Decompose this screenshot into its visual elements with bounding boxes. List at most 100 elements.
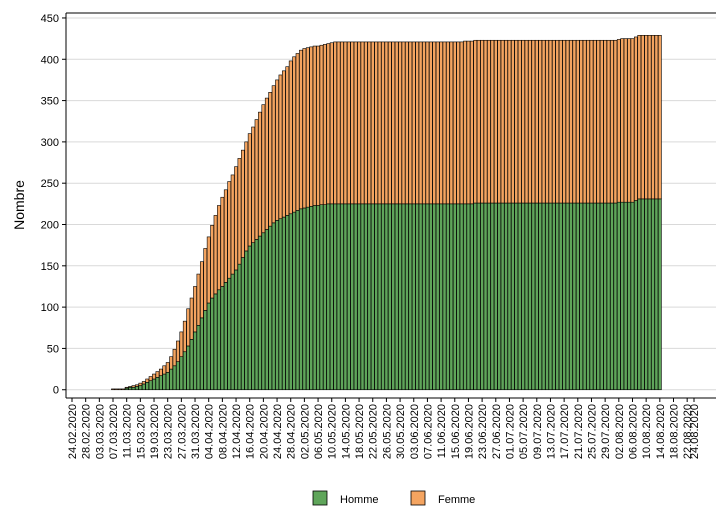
bar-segment [446, 41, 450, 205]
bar-segment [268, 92, 273, 227]
bar-segment [459, 203, 464, 391]
bar-segment [124, 386, 129, 389]
bar-segment [230, 273, 235, 391]
bar-segment [449, 203, 454, 391]
bar-segment [223, 282, 228, 391]
bar-segment [398, 203, 402, 391]
bar-segment [534, 202, 539, 391]
bar-segment [333, 203, 338, 391]
bar-segment [319, 44, 324, 205]
bar-segment [593, 202, 597, 391]
x-tick-label: 18.05.2020 [354, 404, 366, 459]
legend-swatch [410, 490, 426, 506]
bar-segment [466, 40, 471, 205]
bar-segment [651, 35, 655, 200]
bar-segment [497, 202, 502, 391]
bar-segment [203, 310, 208, 391]
bar-segment [234, 269, 238, 391]
bar-segment [360, 41, 365, 205]
bar-segment [309, 206, 314, 391]
bar-segment [288, 60, 293, 215]
bar-segment [517, 202, 522, 391]
x-tick-label: 10.08.2020 [641, 404, 653, 459]
x-tick-label: 25.07.2020 [586, 404, 598, 459]
bar-segment [374, 41, 379, 205]
bar-segment [558, 202, 563, 391]
bar-segment [135, 384, 139, 387]
x-tick-label: 19.06.2020 [463, 404, 475, 459]
bar-segment [439, 203, 443, 391]
bar-segment [463, 40, 467, 205]
bar-segment [377, 203, 382, 391]
bar-segment [299, 208, 303, 391]
bar-segment [169, 368, 173, 391]
bar-segment [596, 202, 601, 391]
bar-segment [616, 201, 621, 391]
bar-segment [528, 202, 532, 391]
bar-segment [336, 203, 341, 391]
bar-segment [644, 35, 649, 200]
y-tick-label: 250 [41, 178, 59, 190]
x-tick-label: 24.08.2020 [689, 404, 701, 459]
bar-segment [552, 39, 556, 204]
bar-segment [428, 41, 433, 205]
bar-segment [217, 205, 221, 291]
bar-segment [586, 202, 590, 391]
bar-segment [346, 41, 351, 205]
bar-segment [169, 356, 173, 370]
bar-segment [258, 111, 262, 237]
bar-segment [562, 202, 567, 391]
bar-segment [343, 203, 348, 391]
bar-segment [282, 70, 286, 218]
bar-segment [575, 202, 580, 391]
bar-segment [627, 38, 631, 203]
bar-segment [364, 203, 368, 391]
bar-segment [329, 203, 334, 391]
bar-segment [292, 211, 297, 391]
bar-segment [613, 39, 618, 204]
bar-segment [333, 41, 338, 205]
bar-segment [114, 388, 119, 391]
legend-label: Homme [340, 494, 379, 506]
bar-segment [329, 42, 334, 205]
bar-segment [199, 317, 204, 391]
bar-segment [326, 203, 331, 391]
x-tick-label: 27.06.2020 [491, 404, 503, 459]
bar-segment [206, 302, 211, 391]
bar-segment [350, 41, 355, 205]
bar-segment [343, 41, 348, 205]
bar-segment [545, 39, 549, 204]
bar-segment [552, 202, 556, 391]
bar-segment [558, 39, 563, 204]
bar-segment [138, 385, 143, 391]
bar-segment [141, 381, 146, 385]
bar-segment [569, 202, 573, 391]
bar-segment [610, 39, 614, 204]
y-tick-label: 100 [41, 302, 59, 314]
bar-segment [213, 293, 218, 391]
bar-segment [172, 365, 177, 391]
bar-segment [353, 203, 358, 391]
bar-segment [165, 372, 170, 391]
bar-segment [521, 39, 525, 204]
x-tick-label: 26.05.2020 [381, 404, 393, 459]
bar-segment [193, 286, 197, 333]
bar-segment [305, 206, 310, 391]
bar-segment [545, 202, 549, 391]
bar-segment [319, 204, 324, 391]
bar-segment [415, 203, 420, 391]
bar-segment [620, 38, 625, 203]
bar-segment [435, 203, 440, 391]
bar-segment [398, 41, 402, 205]
bar-segment [497, 39, 502, 204]
bar-segment [528, 39, 532, 204]
x-tick-label: 27.03.2020 [176, 404, 188, 459]
bar-segment [264, 97, 269, 230]
bar-segment [647, 35, 652, 200]
bar-segment [452, 41, 457, 205]
bar-segment [128, 386, 132, 391]
bar-segment [589, 39, 594, 204]
bar-segment [476, 39, 481, 204]
bar-segment [220, 196, 225, 287]
bar-segment [425, 41, 430, 205]
